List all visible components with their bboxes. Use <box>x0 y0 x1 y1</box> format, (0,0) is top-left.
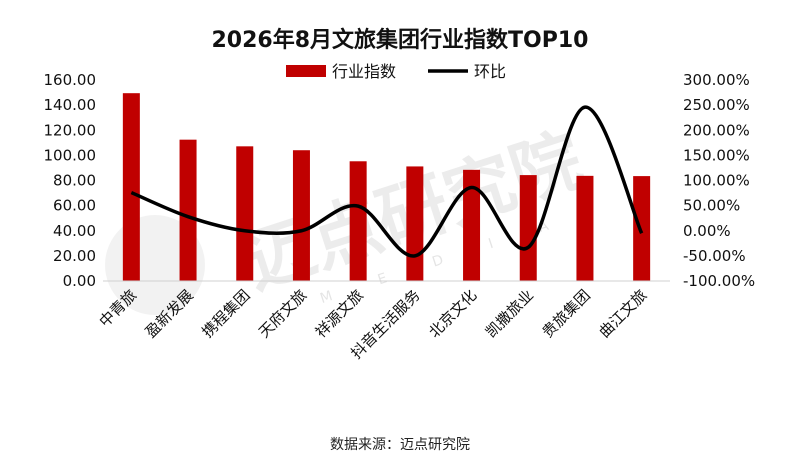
right-axis-tick-label: -100.00% <box>683 272 755 290</box>
chart-title: 2026年8月文旅集团行业指数TOP10 <box>211 28 589 53</box>
bar <box>519 175 537 281</box>
left-axis-tick-label: 60.00 <box>53 197 96 215</box>
bar <box>463 169 481 281</box>
left-axis-tick-label: 160.00 <box>44 71 97 89</box>
category-label: 凯撒旅业 <box>482 286 537 341</box>
bar <box>349 161 367 281</box>
left-axis-tick-label: 20.00 <box>53 247 96 265</box>
legend: 行业指数 环比 <box>286 62 506 81</box>
right-axis: -100.00% -50.00% 0.00% 50.00% 100.00% 150.00%… <box>683 71 755 290</box>
legend-label-bar: 行业指数 <box>332 62 396 81</box>
bar <box>122 93 140 281</box>
left-axis-tick-label: 100.00 <box>44 146 97 164</box>
left-axis-tick-label: 0.00 <box>63 272 96 290</box>
left-axis-tick-label: 40.00 <box>53 222 96 240</box>
left-axis-tick-label: 140.00 <box>44 96 97 114</box>
bar <box>406 166 424 281</box>
left-axis: 0.00 20.00 40.00 60.00 80.00 100.00 120.00 140.… <box>44 71 97 290</box>
right-axis-tick-label: 0.00% <box>683 222 731 240</box>
right-axis-tick-label: 200.00% <box>683 121 750 139</box>
ratio-line <box>130 105 644 258</box>
bar <box>292 150 310 281</box>
watermark: 迈点研究院 M E D I A <box>105 118 592 315</box>
right-axis-tick-label: 50.00% <box>683 197 740 215</box>
right-axis-tick-label: 150.00% <box>683 146 750 164</box>
right-axis-tick-label: 100.00% <box>683 172 750 190</box>
bar <box>236 146 254 281</box>
data-source: 数据来源：迈点研究院 <box>330 437 470 453</box>
legend-swatch-bar <box>286 65 326 77</box>
right-axis-tick-label: 300.00% <box>683 71 750 89</box>
bar <box>576 175 594 281</box>
category-label: 贵旅集团 <box>539 286 594 341</box>
left-axis-tick-label: 80.00 <box>53 172 96 190</box>
line-series <box>130 105 644 258</box>
category-label: 携程集团 <box>198 286 253 341</box>
bar-series <box>103 93 670 282</box>
left-axis-tick-label: 120.00 <box>44 121 97 139</box>
category-label: 曲江文旅 <box>595 286 650 341</box>
category-label: 北京文化 <box>425 286 480 341</box>
bar <box>179 139 197 281</box>
legend-label-line: 环比 <box>474 62 506 81</box>
right-axis-tick-label: -50.00% <box>683 247 746 265</box>
right-axis-tick-label: 250.00% <box>683 96 750 114</box>
bar <box>633 176 651 281</box>
